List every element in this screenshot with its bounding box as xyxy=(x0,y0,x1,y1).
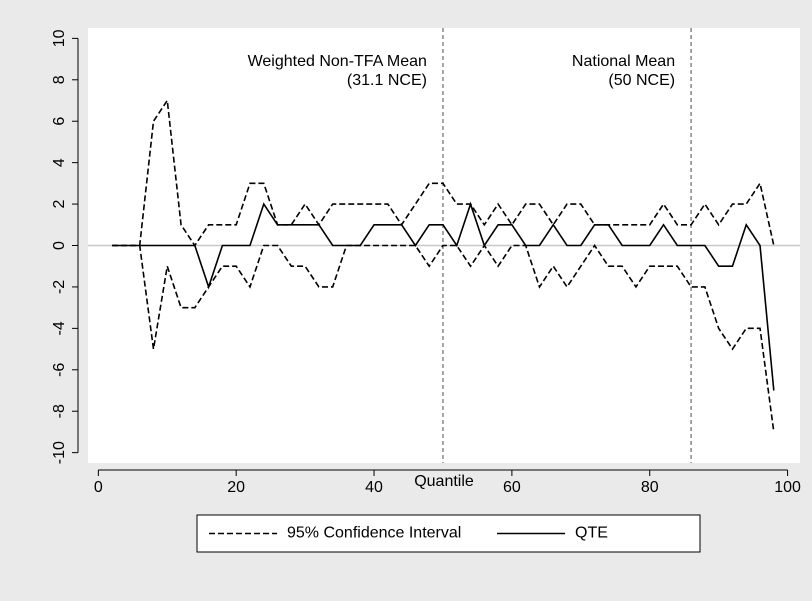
x-tick-label: 100 xyxy=(774,479,801,496)
x-tick-label: 0 xyxy=(94,479,103,496)
legend-box xyxy=(196,514,701,553)
x-axis-label: Quantile xyxy=(414,473,474,490)
y-tick-label: 10 xyxy=(51,29,68,47)
x-tick-label: 20 xyxy=(227,479,245,496)
y-tick-label: -8 xyxy=(51,404,68,418)
y-tick-label: 2 xyxy=(51,200,68,209)
qte-line xyxy=(112,201,775,391)
x-tick-label: 60 xyxy=(503,479,521,496)
annotation: (50 NCE) xyxy=(608,72,675,89)
annotation: (31.1 NCE) xyxy=(347,72,427,89)
annotation: National Mean xyxy=(572,53,675,70)
annotation: Weighted Non-TFA Mean xyxy=(248,53,427,70)
y-tick-label: 8 xyxy=(51,75,68,84)
y-tick-label: 4 xyxy=(51,158,68,167)
y-tick-label: 6 xyxy=(51,117,68,126)
y-tick-label: -2 xyxy=(51,280,68,294)
y-tick-label: 0 xyxy=(51,241,68,250)
ci-line xyxy=(112,98,775,247)
x-tick-label: 40 xyxy=(365,479,383,496)
legend-label: QTE xyxy=(575,525,608,542)
y-tick-label: -10 xyxy=(51,441,68,464)
y-tick-label: -6 xyxy=(51,363,68,377)
legend-label: 95% Confidence Interval xyxy=(287,525,461,542)
ci-line xyxy=(112,244,775,433)
y-tick-label: -4 xyxy=(51,321,68,335)
x-tick-label: 80 xyxy=(641,479,659,496)
